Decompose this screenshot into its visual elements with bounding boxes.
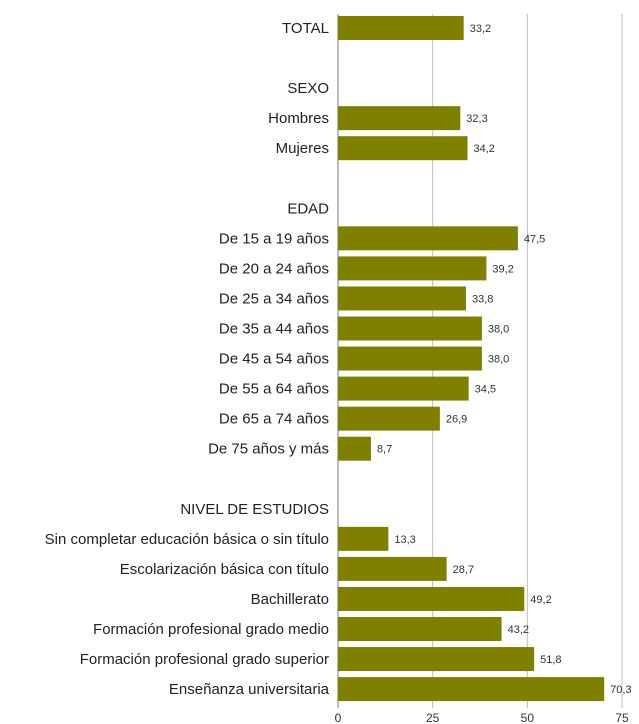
bar [338,647,535,672]
bar [338,256,487,281]
bar [338,526,389,551]
data-label: 47,5 [524,233,545,245]
category-label: De 75 años y más [208,441,329,458]
bar [338,106,461,131]
bar [338,406,440,431]
category-label: De 65 a 74 años [219,411,329,428]
category-label: De 25 a 34 años [219,290,329,307]
category-label: De 35 a 44 años [219,321,329,338]
group-heading: EDAD [287,200,329,217]
bar [338,316,482,341]
x-tick-label: 50 [521,711,535,724]
bar [338,376,469,401]
data-label: 28,7 [453,564,474,576]
bar [338,226,518,251]
category-label: De 15 a 19 años [219,230,329,247]
x-tick-label: 25 [426,711,440,724]
bars: 33,2 32,3 34,2 47,5 39,2 33,8 38,0 38,0 34,5 26,9… [338,16,632,702]
data-label: 51,8 [540,654,561,666]
group-heading: SEXO [287,80,329,97]
category-label: Mujeres [276,140,329,157]
category-labels: TOTAL SEXO Hombres Mujeres EDAD De 15 a 19 añ… [45,20,330,698]
category-label: Bachillerato [251,591,329,608]
bar [338,586,525,611]
data-label: 26,9 [446,414,467,426]
category-label: Formación profesional grado medio [93,621,329,638]
category-label: De 45 a 54 años [219,351,329,368]
bar [338,286,466,311]
bar [338,436,371,461]
data-label: 34,5 [475,384,496,396]
bar [338,617,502,641]
data-label: 49,2 [530,594,551,606]
data-label: 32,3 [466,113,487,125]
data-label: 38,0 [488,324,509,336]
bar [338,556,447,581]
group-heading: NIVEL DE ESTUDIOS [180,501,329,518]
data-label: 38,0 [488,354,509,366]
data-label: 33,2 [470,23,491,35]
category-label: Hombres [268,110,329,127]
category-label: Escolarización básica con título [120,561,329,578]
bar [338,16,464,40]
category-label: De 20 a 24 años [219,260,329,277]
data-label: 43,2 [508,624,529,636]
data-label: 34,2 [474,143,495,155]
x-axis-ticks: 0 25 50 75 [335,711,629,724]
category-label: Sin completar educación básica o sin tít… [45,531,329,548]
data-label: 39,2 [492,263,513,275]
bar [338,677,605,702]
bar [338,136,468,161]
category-label: Enseñanza universitaria [169,681,330,698]
bar [338,346,482,371]
data-label: 33,8 [472,293,493,305]
data-label: 13,3 [394,534,415,546]
x-tick-label: 0 [335,711,342,724]
x-tick-label: 75 [615,711,629,724]
data-label: 8,7 [377,444,392,456]
category-label: TOTAL [282,20,329,37]
data-label: 70,3 [610,684,631,696]
category-label: Formación profesional grado superior [80,651,329,668]
category-label: De 55 a 64 años [219,381,329,398]
